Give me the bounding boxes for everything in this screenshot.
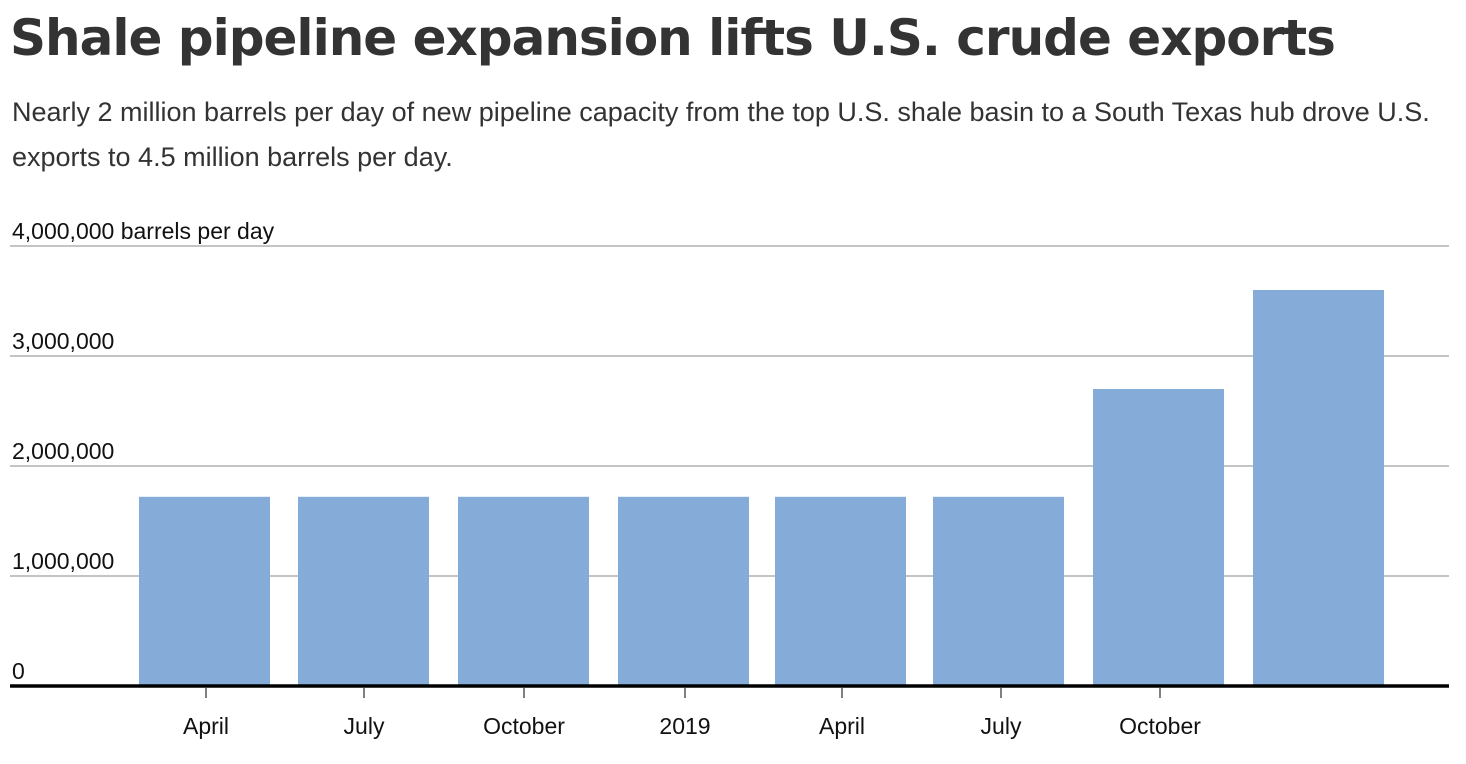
bar <box>139 496 270 686</box>
bars <box>139 290 1384 686</box>
bar <box>298 496 429 686</box>
bar <box>458 496 589 686</box>
x-tick-label: April <box>819 713 865 739</box>
x-axis: April July October 2019 April July October <box>10 684 1449 739</box>
y-tick-label: 1,000,000 <box>12 548 114 574</box>
x-tick-label: October <box>483 713 565 739</box>
x-tick-label: July <box>344 713 385 739</box>
chart-subtitle: Nearly 2 million barrels per day of new … <box>12 97 1430 172</box>
x-tick-label: October <box>1119 713 1201 739</box>
chart-title: Shale pipeline expansion lifts U.S. crud… <box>10 9 1336 67</box>
y-axis-labels: 0 1,000,000 2,000,000 3,000,000 4,000,000 ba… <box>12 218 275 684</box>
x-tick-label: April <box>183 713 229 739</box>
x-tick-label: July <box>981 713 1022 739</box>
x-tick-label: 2019 <box>659 713 710 739</box>
bar <box>1253 290 1384 686</box>
y-tick-label: 4,000,000 barrels per day <box>12 218 275 244</box>
bar <box>618 496 749 686</box>
y-tick-label: 0 <box>12 658 25 684</box>
bar <box>775 496 906 686</box>
bar <box>933 496 1064 686</box>
y-tick-label: 2,000,000 <box>12 438 114 464</box>
bar <box>1093 389 1224 686</box>
y-tick-label: 3,000,000 <box>12 328 114 354</box>
